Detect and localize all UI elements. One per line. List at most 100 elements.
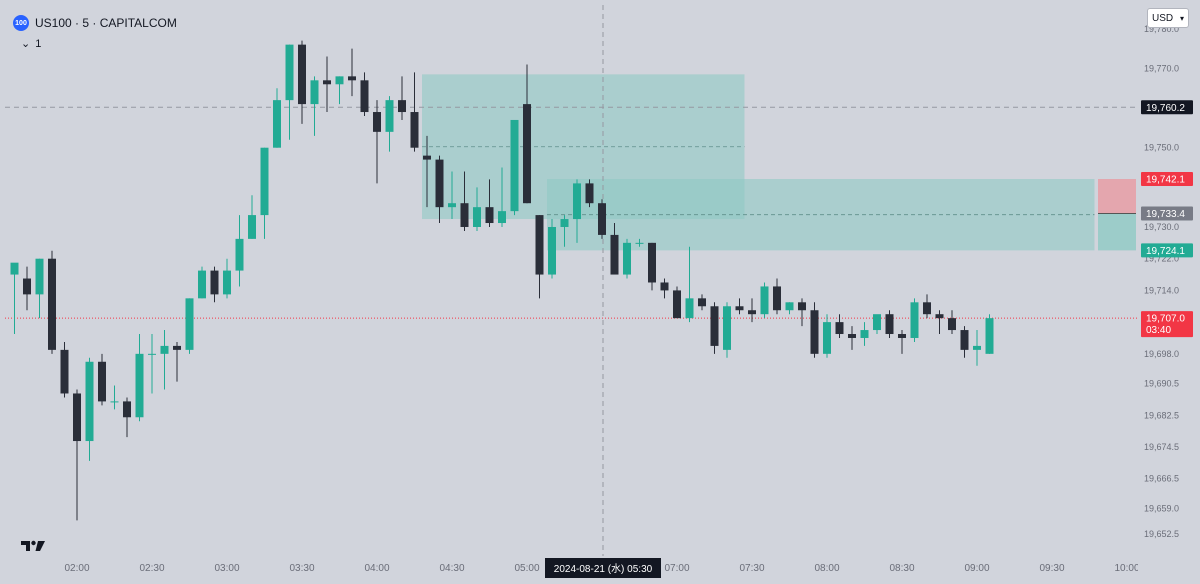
- price-tick-label: 19,730.0: [1144, 222, 1179, 232]
- candle: [598, 199, 606, 239]
- candle-body: [510, 119, 519, 212]
- time-tick-label: 04:30: [439, 563, 464, 574]
- candle-body: [748, 310, 756, 315]
- candle: [835, 314, 844, 338]
- candle: [348, 48, 356, 97]
- price-label-text: 19,760.2: [1146, 103, 1185, 114]
- candle: [123, 397, 131, 438]
- candle: [10, 262, 19, 335]
- candle-body: [873, 314, 881, 331]
- candle-body: [148, 353, 156, 355]
- candle-body: [23, 278, 31, 295]
- candle: [48, 250, 56, 354]
- candle: [435, 155, 444, 224]
- price-label-stop: [1141, 172, 1193, 187]
- candle-body: [948, 318, 956, 331]
- candle: [560, 215, 569, 247]
- candle-body: [423, 155, 431, 160]
- candle-body: [98, 361, 106, 402]
- candle-body: [973, 345, 981, 350]
- chart-pane[interactable]: 100 US100 · 5 · CAPITALCOM ⌄ 1: [5, 5, 1138, 556]
- currency-select[interactable]: USD ▾: [1147, 8, 1189, 28]
- candle: [610, 223, 619, 275]
- candle-body: [460, 203, 469, 227]
- chevron-down-icon: ▾: [1179, 13, 1184, 23]
- price-scale[interactable]: 19,780.0 19,770.0 19,750.0 19,730.0 19,722.0…: [1138, 5, 1196, 556]
- candle: [398, 76, 406, 120]
- candle: [785, 302, 794, 315]
- time-axis[interactable]: 02:00 02:30 03:00 03:30 04:00 04:30 05:00 07:00…: [5, 556, 1138, 580]
- candle-body: [298, 44, 306, 105]
- candle: [210, 266, 219, 303]
- time-tick-label: 03:00: [214, 563, 239, 574]
- tradingview-logo-icon[interactable]: [19, 538, 47, 554]
- price-label-text: 19,742.1: [1146, 175, 1185, 186]
- candle-body: [810, 310, 819, 354]
- candle-body: [598, 203, 606, 235]
- candle-body: [173, 345, 181, 350]
- candle-body: [723, 306, 731, 350]
- candle-body: [760, 286, 769, 315]
- candle-body: [185, 298, 194, 350]
- candle-body: [798, 302, 806, 311]
- candle: [548, 219, 556, 279]
- countdown-label: 03:40: [1146, 325, 1171, 336]
- candle-body: [73, 393, 81, 442]
- price-label-crosshair: [1141, 100, 1193, 115]
- candle-body: [385, 100, 394, 132]
- candle-body: [523, 104, 531, 204]
- candle-body: [248, 215, 256, 239]
- candle-body: [735, 306, 744, 311]
- candle: [948, 310, 956, 335]
- candle-body: [548, 226, 556, 275]
- candle-body: [935, 314, 944, 319]
- candle-body: [60, 349, 69, 394]
- candle: [323, 56, 331, 113]
- candle: [35, 258, 44, 319]
- candle: [748, 298, 756, 323]
- candle-body: [260, 147, 269, 216]
- price-label-entry: [1141, 206, 1193, 221]
- candle-body: [35, 258, 44, 295]
- candle-body: [673, 290, 681, 319]
- candle-body: [48, 258, 56, 350]
- candle: [798, 298, 806, 327]
- candle-body: [160, 345, 169, 354]
- candle: [585, 179, 594, 208]
- candle-body: [273, 100, 281, 148]
- time-scale[interactable]: 02:00 02:30 03:00 03:30 04:00 04:30 05:00 07:00…: [5, 556, 1138, 580]
- candle-body: [473, 207, 481, 227]
- candle: [885, 310, 894, 338]
- candle: [135, 334, 144, 422]
- candle: [573, 179, 581, 243]
- candle: [823, 314, 831, 358]
- price-tick-label: 19,750.0: [1144, 143, 1179, 153]
- crosshair-time-box: [545, 558, 661, 578]
- candle: [723, 302, 731, 358]
- candlestick-plot[interactable]: [5, 5, 1138, 556]
- candle-body: [910, 302, 919, 338]
- candle: [260, 147, 269, 239]
- indicator-count: 1: [35, 37, 42, 50]
- candle: [335, 76, 344, 105]
- price-label-last: [1141, 311, 1193, 338]
- candle-body: [210, 270, 219, 295]
- candle-body: [410, 112, 419, 148]
- candle-body: [773, 286, 781, 311]
- candle: [848, 326, 856, 350]
- currency-label: USD: [1152, 12, 1174, 24]
- price-tick-label: 19,698.0: [1144, 349, 1179, 359]
- price-axis[interactable]: 19,780.0 19,770.0 19,750.0 19,730.0 19,722.0…: [1138, 5, 1196, 556]
- price-label-text: 19,733.4: [1146, 209, 1185, 220]
- candle-body: [848, 334, 856, 338]
- candle: [498, 167, 506, 227]
- indicator-collapse[interactable]: ⌄ 1: [21, 37, 42, 51]
- symbol-title[interactable]: US100 · 5 · CAPITALCOM: [35, 16, 177, 30]
- price-tick-label: 19,714.0: [1144, 285, 1179, 295]
- candle: [935, 310, 944, 335]
- time-tick-label: 04:00: [364, 563, 389, 574]
- candle-body: [648, 242, 656, 283]
- chevron-down-icon[interactable]: ⌄: [21, 38, 31, 50]
- candle-body: [698, 298, 706, 307]
- time-tick-label: 02:30: [139, 563, 164, 574]
